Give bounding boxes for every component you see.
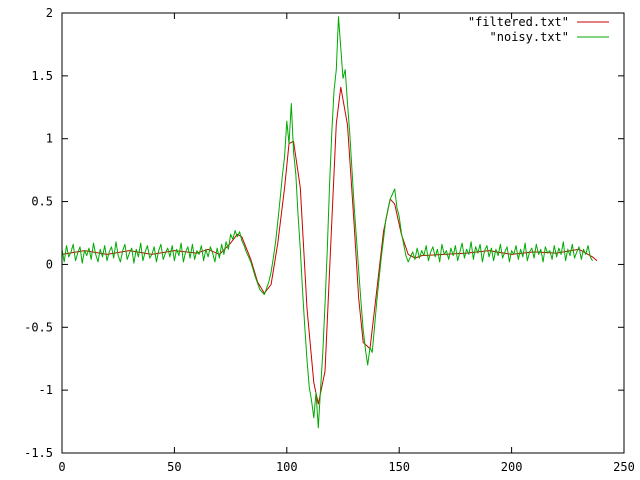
series-lines [61, 16, 598, 429]
x-tick-label: 100 [276, 460, 298, 474]
x-tick-label: 250 [613, 460, 635, 474]
y-tick-label: 1 [46, 132, 53, 146]
x-tick-label: 150 [388, 460, 410, 474]
y-tick-label: 2 [46, 6, 53, 20]
legend-label: "filtered.txt" [468, 15, 569, 29]
y-tick-label: 0.5 [31, 195, 53, 209]
y-tick-label: -1 [39, 383, 53, 397]
legend-label: "noisy.txt" [490, 30, 569, 44]
y-tick-label: 1.5 [31, 69, 53, 83]
series-line-filtered [61, 86, 598, 405]
y-tick-label: -1.5 [24, 446, 53, 460]
y-tick-label: -0.5 [24, 320, 53, 334]
axis-ticks: -1.5 -1 -0.5 0 0.5 1 1.5 2 0 50 100 150 200 250 [24, 6, 635, 474]
legend: "filtered.txt""noisy.txt" [468, 15, 609, 44]
x-tick-label: 50 [167, 460, 181, 474]
y-tick-label: 0 [46, 257, 53, 271]
x-tick-label: 0 [58, 460, 65, 474]
plot-frame [61, 12, 625, 454]
x-tick-label: 200 [501, 460, 523, 474]
series-line-noisy [61, 16, 593, 429]
